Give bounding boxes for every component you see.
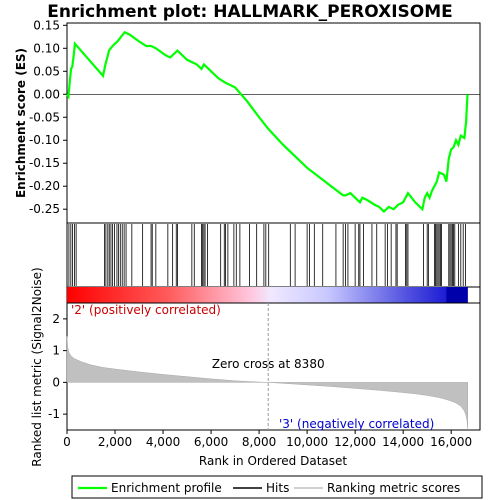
- hits-panel-frame: [66, 222, 481, 288]
- es-y-tick-label: -0.15: [29, 156, 60, 170]
- x-tick-label: 14,000: [382, 435, 424, 449]
- es-y-axis-title: Enrichment score (ES): [14, 48, 28, 198]
- metric-panel: 210-1 Zero cross at 8380 '2' (positively…: [30, 267, 481, 467]
- metric-y-tick-label: 2: [52, 312, 60, 326]
- ranking-metric-area: [66, 336, 468, 431]
- x-axis-ticks: 0 2,000 4,000 6,000 8,000 10,000 12,000 14,000 1…: [63, 430, 472, 449]
- es-y-ticks: 0.15 0.10 0.05 0.00 -0.05 -0.10 -0.15 -0.20 -0.2…: [29, 18, 67, 216]
- x-tick-label: 6,000: [194, 435, 228, 449]
- x-tick-label: 8,000: [242, 435, 276, 449]
- hits-panel: [66, 222, 481, 288]
- metric-y-tick-label: 0: [52, 375, 60, 389]
- legend-frame: [71, 475, 483, 499]
- x-tick-label: 0: [63, 435, 71, 449]
- legend: Enrichment profile Hits Ranking metric s…: [71, 475, 483, 499]
- x-tick-label: 12,000: [334, 435, 376, 449]
- metric-y-ticks: 2 1 0 -1: [48, 312, 67, 421]
- es-panel: 0.15 0.10 0.05 0.00 -0.05 -0.10 -0.15 -0.20 -0.2…: [14, 18, 481, 224]
- x-tick-label: 4,000: [146, 435, 180, 449]
- legend-ranking-label: Ranking metric scores: [327, 481, 460, 495]
- negative-label: '3' (negatively correlated): [279, 417, 434, 431]
- es-y-tick-label: 0.05: [33, 64, 60, 78]
- es-y-tick-label: 0.15: [33, 18, 60, 32]
- es-y-tick-label: 0.10: [33, 41, 60, 55]
- hit-marks: [68, 224, 466, 286]
- legend-hits-label: Hits: [266, 481, 289, 495]
- enrichment-profile-line: [66, 30, 469, 214]
- x-tick-label: 2,000: [98, 435, 132, 449]
- x-tick-label: 10,000: [286, 435, 328, 449]
- metric-y-tick-label: 1: [52, 344, 60, 358]
- chart-title: Enrichment plot: HALLMARK_PEROXISOME: [47, 2, 453, 22]
- metric-y-axis-title: Ranked list metric (Signal2Noise): [30, 267, 44, 466]
- metric-panel-frame: [66, 302, 481, 431]
- es-y-tick-label: -0.25: [29, 202, 60, 216]
- x-axis-title: Rank in Ordered Dataset: [199, 454, 347, 468]
- metric-y-tick-label: -1: [48, 407, 60, 421]
- legend-enrichment-label: Enrichment profile: [111, 481, 222, 495]
- es-y-tick-label: -0.05: [29, 110, 60, 124]
- es-y-tick-label: -0.10: [29, 133, 60, 147]
- ranking-gradient: [67, 287, 468, 303]
- ranking-color-bar: [66, 286, 481, 304]
- es-y-tick-label: -0.20: [29, 179, 60, 193]
- es-y-tick-label: 0.00: [33, 87, 60, 101]
- x-tick-label: 16,000: [430, 435, 472, 449]
- es-panel-frame: [66, 22, 481, 224]
- ranking-dark-segment: [446, 287, 468, 303]
- zero-cross-label: Zero cross at 8380: [212, 357, 325, 371]
- positive-label: '2' (positively correlated): [71, 303, 221, 317]
